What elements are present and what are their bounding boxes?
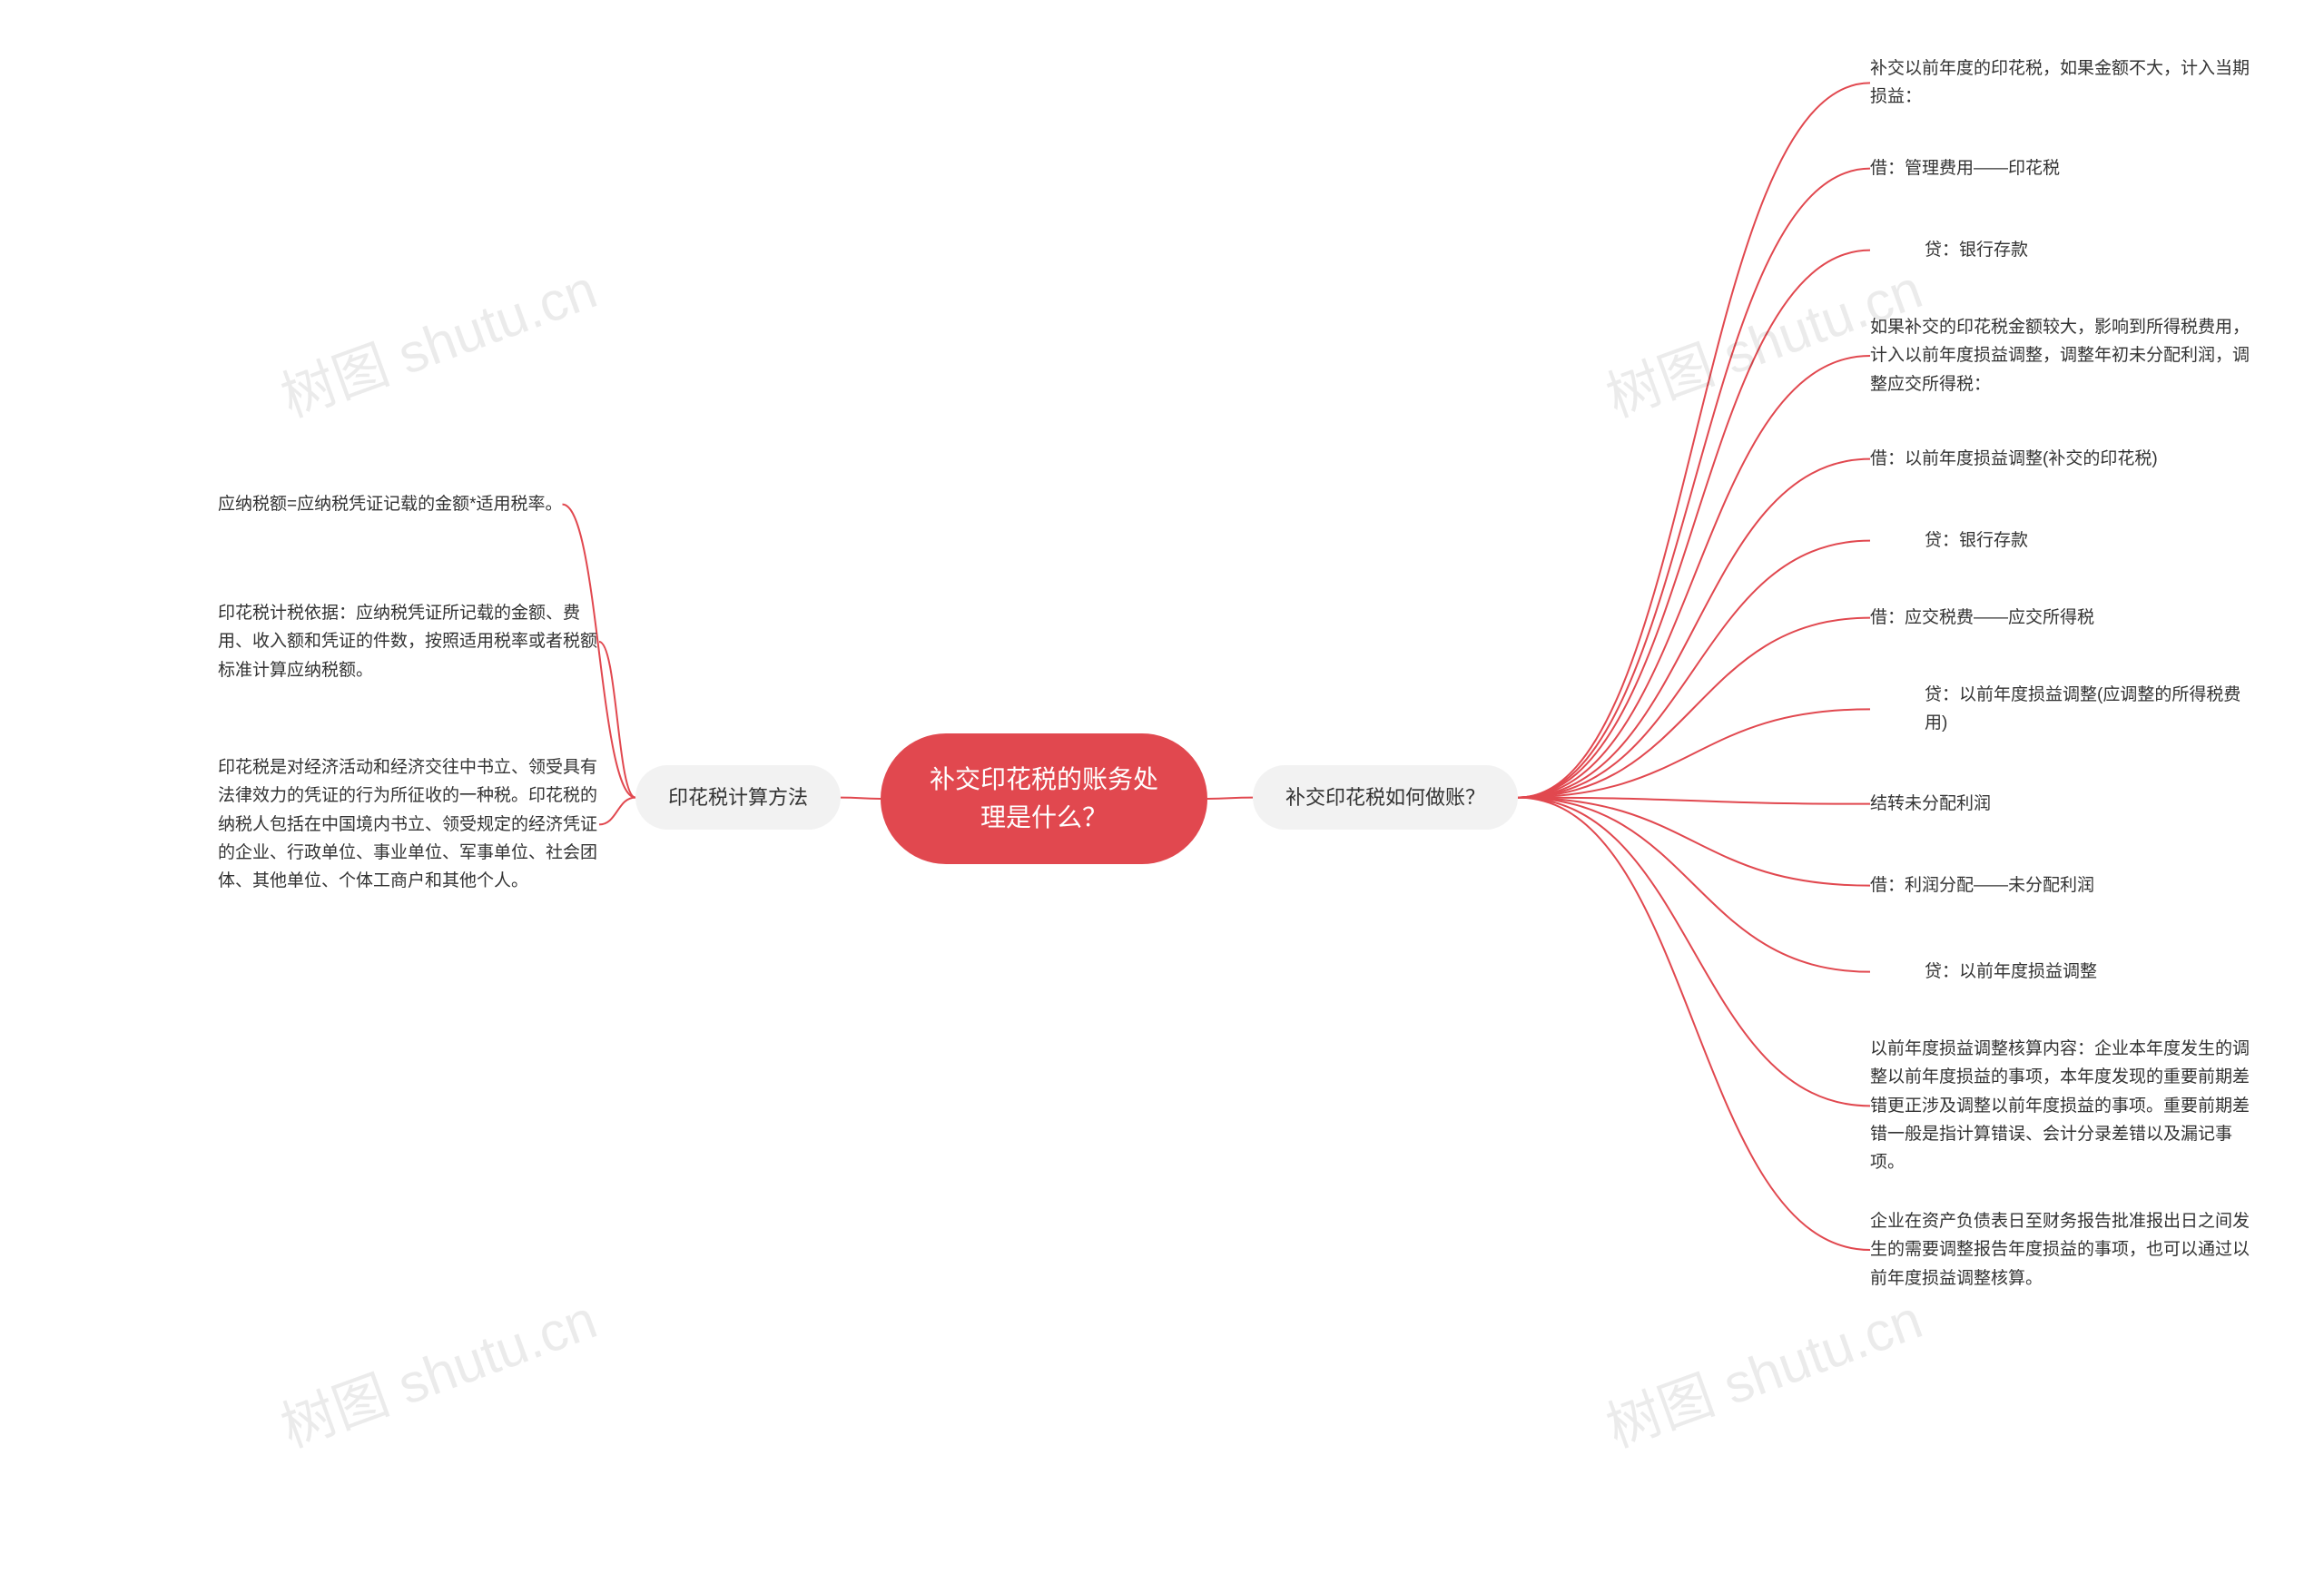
left-branch-node[interactable]: 印花税计算方法 [635, 765, 841, 830]
left-leaf: 印花税是对经济活动和经济交往中书立、领受具有法律效力的凭证的行为所征收的一种税。… [218, 753, 599, 896]
left-leaf: 应纳税额=应纳税凭证记载的金额*适用税率。 [218, 490, 563, 518]
right-leaf: 借：管理费用——印花税 [1870, 154, 2060, 182]
watermark: 树图 shutu.cn [1594, 1275, 1931, 1462]
center-node[interactable]: 补交印花税的账务处理是什么？ [881, 733, 1207, 864]
left-leaf: 印花税计税依据：应纳税凭证所记载的金额、费用、收入额和凭证的件数，按照适用税率或… [218, 599, 599, 684]
right-leaf: 贷：银行存款 [1870, 236, 2028, 264]
watermark: 树图 shutu.cn [269, 245, 606, 432]
right-branch-node[interactable]: 补交印花税如何做账？ [1253, 765, 1518, 830]
mindmap-canvas: 树图 shutu.cn 树图 shutu.cn 树图 shutu.cn 树图 s… [0, 0, 2324, 1593]
right-leaf: 如果补交的印花税金额较大，影响到所得税费用，计入以前年度损益调整，调整年初未分配… [1870, 313, 2251, 398]
right-leaf: 贷：以前年度损益调整 [1870, 958, 2097, 986]
right-leaf: 结转未分配利润 [1870, 790, 1991, 818]
right-leaf: 补交以前年度的印花税，如果金额不大，计入当期损益： [1870, 54, 2251, 112]
right-leaf: 企业在资产负债表日至财务报告批准报出日之间发生的需要调整报告年度损益的事项，也可… [1870, 1207, 2251, 1293]
right-leaf: 贷：以前年度损益调整(应调整的所得税费用) [1870, 681, 2251, 738]
right-leaf: 借：应交税费——应交所得税 [1870, 604, 2094, 632]
right-leaf: 借：以前年度损益调整(补交的印花税) [1870, 445, 2158, 473]
right-leaf: 借：利润分配——未分配利润 [1870, 871, 2094, 900]
watermark: 树图 shutu.cn [269, 1275, 606, 1462]
right-leaf: 贷：银行存款 [1870, 526, 2028, 555]
right-leaf: 以前年度损益调整核算内容：企业本年度发生的调整以前年度损益的事项，本年度发现的重… [1870, 1035, 2251, 1177]
